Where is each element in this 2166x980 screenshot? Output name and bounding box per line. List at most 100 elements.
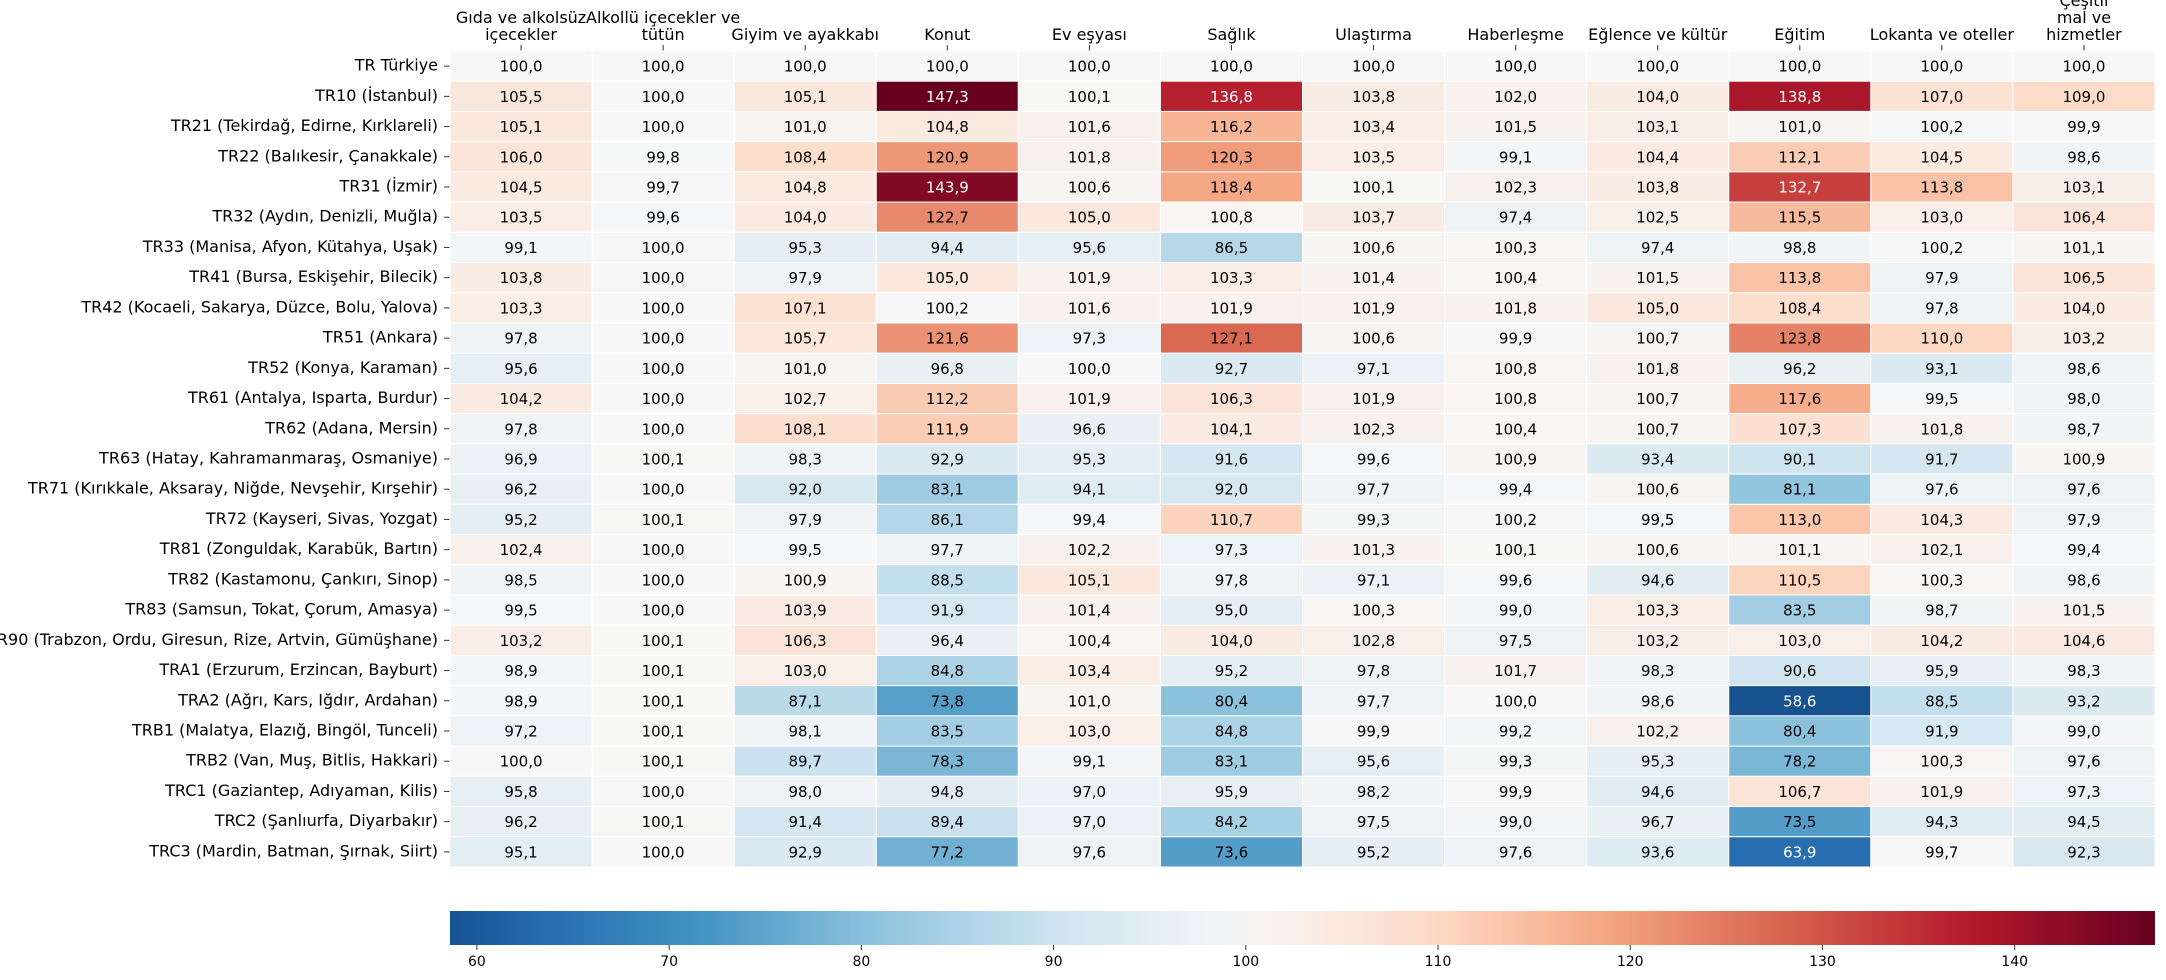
- cell-label: 121,6: [926, 330, 969, 348]
- cell: [2012, 715, 2156, 747]
- cell: [1444, 594, 1588, 626]
- cell-label: 97,8: [1925, 299, 1958, 317]
- cell: [875, 503, 1019, 536]
- cell-label: 101,0: [784, 118, 827, 136]
- cell-label: 99,4: [1073, 511, 1106, 529]
- cell-label: 80,4: [1215, 692, 1248, 710]
- cell-label: 100,9: [1494, 451, 1537, 469]
- cell-label: 103,5: [1352, 148, 1395, 166]
- row-label: TR81 (Zonguldak, Karabük, Bartın): [159, 539, 438, 558]
- cell-label: 95,6: [1073, 239, 1106, 257]
- cell-label: 103,5: [500, 209, 543, 227]
- cell: [1586, 806, 1730, 838]
- cell: [449, 292, 593, 324]
- cell: [2012, 745, 2156, 777]
- cell-label: 100,0: [1494, 58, 1537, 76]
- cell-label: 100,0: [1920, 58, 1963, 76]
- colorbar-tick-label: 70: [660, 954, 678, 970]
- cell-label: 99,9: [1499, 783, 1532, 801]
- cell-label: 100,0: [784, 58, 827, 76]
- cell-label: 100,7: [1636, 390, 1679, 408]
- cell-label: 101,9: [1920, 783, 1963, 801]
- cell-label: 104,1: [1210, 420, 1253, 438]
- cell: [733, 685, 877, 717]
- cell-label: 95,3: [1641, 753, 1674, 771]
- cell-label: 97,0: [1073, 813, 1106, 831]
- cell-label: 102,8: [1352, 632, 1395, 650]
- cell-label: 96,8: [931, 360, 964, 378]
- cell-label: 91,6: [1215, 451, 1248, 469]
- cell-label: 100,0: [926, 58, 969, 76]
- cell: [1017, 594, 1161, 626]
- cell-label: 100,0: [642, 269, 685, 287]
- cell-label: 103,8: [500, 269, 543, 287]
- cell: [1444, 624, 1588, 656]
- cell: [1302, 685, 1446, 717]
- cell: [1586, 685, 1730, 717]
- cell: [1444, 110, 1588, 143]
- cell-label: 99,4: [1499, 481, 1532, 499]
- cell-label: 99,2: [1499, 723, 1532, 741]
- cell-label: 102,4: [500, 541, 543, 559]
- cell-label: 94,3: [1925, 813, 1958, 831]
- cell-label: 100,0: [642, 420, 685, 438]
- cell: [1586, 382, 1730, 415]
- cell: [1017, 413, 1161, 445]
- cell: [1302, 624, 1446, 656]
- cell-label: 97,3: [1073, 330, 1106, 348]
- cell-label: 113,0: [1778, 511, 1821, 529]
- cell: [875, 443, 1019, 475]
- cell-label: 103,2: [2062, 330, 2105, 348]
- row-label: TR72 (Kayseri, Sivas, Yozgat): [205, 509, 438, 528]
- cell-label: 100,0: [1494, 692, 1537, 710]
- cell: [2012, 836, 2156, 868]
- cell-label: 102,0: [1494, 88, 1537, 106]
- cell-label: 132,7: [1778, 179, 1821, 197]
- cell-label: 100,0: [500, 58, 543, 76]
- cell-label: 100,0: [2062, 58, 2105, 76]
- cell: [449, 503, 593, 536]
- cell-label: 100,0: [1210, 58, 1253, 76]
- cell-label: 99,1: [1073, 753, 1106, 771]
- cell-label: 101,7: [1494, 662, 1537, 680]
- cell: [1728, 624, 1872, 656]
- cell-label: 92,9: [789, 843, 822, 861]
- column-label: Eğitim: [1774, 25, 1826, 44]
- cell-label: 103,1: [1636, 118, 1679, 136]
- cell-label: 90,6: [1783, 662, 1816, 680]
- cell-label: 92,7: [1215, 360, 1248, 378]
- row-label: TR62 (Adana, Mersin): [264, 418, 438, 437]
- cell-label: 99,9: [1499, 330, 1532, 348]
- cell-label: 105,1: [500, 118, 543, 136]
- cell: [1870, 413, 2014, 445]
- row-label: TR22 (Balıkesir, Çanakkale): [217, 146, 438, 165]
- cell-label: 100,0: [642, 481, 685, 499]
- cell: [1302, 594, 1446, 626]
- cell-label: 97,1: [1357, 360, 1390, 378]
- cell: [2012, 503, 2156, 536]
- cell-label: 104,2: [500, 390, 543, 408]
- cell-label: 102,3: [1494, 179, 1537, 197]
- cell-label: 99,6: [1357, 451, 1390, 469]
- cell-label: 93,6: [1641, 843, 1674, 861]
- cell: [1586, 201, 1730, 233]
- cell-label: 103,2: [500, 632, 543, 650]
- cell: [1870, 534, 2014, 566]
- cell-label: 103,1: [2062, 179, 2105, 197]
- cell-label: 100,1: [642, 511, 685, 529]
- cell-label: 98,3: [1641, 662, 1674, 680]
- cell-label: 94,5: [2067, 813, 2100, 831]
- cell-label: 92,3: [2067, 843, 2100, 861]
- colorbar-tick-label: 60: [468, 954, 486, 970]
- cell-label: 87,1: [789, 692, 822, 710]
- cell-label: 117,6: [1778, 390, 1821, 408]
- cell: [1017, 685, 1161, 717]
- cell: [875, 806, 1019, 838]
- row-label: TR32 (Aydın, Denizli, Muğla): [211, 207, 438, 226]
- cell-label: 111,9: [926, 420, 969, 438]
- cell-label: 123,8: [1778, 330, 1821, 348]
- cell-label: 100,0: [642, 843, 685, 861]
- cell-label: 108,4: [784, 148, 827, 166]
- cell: [733, 534, 877, 566]
- cell-label: 100,0: [642, 571, 685, 589]
